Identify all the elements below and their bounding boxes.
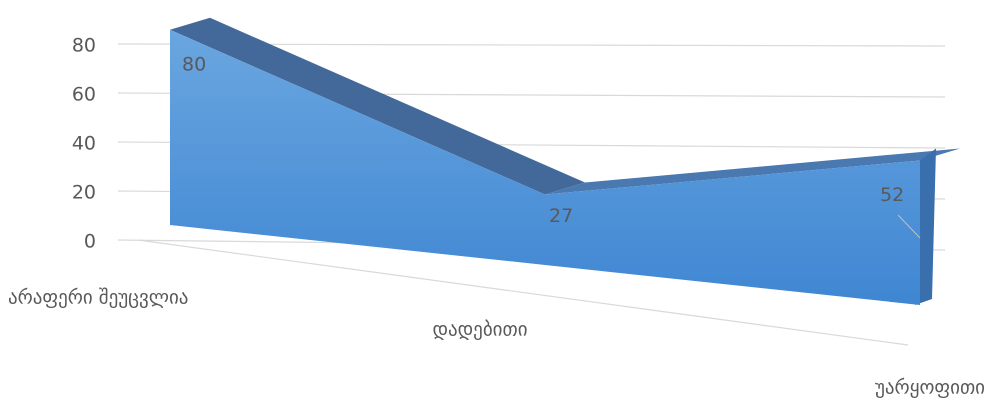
x-axis	[137, 239, 909, 346]
area-side	[915, 148, 936, 305]
y-tick-label: 40	[72, 133, 96, 155]
data-label: 27	[549, 205, 573, 227]
y-tick-label: 60	[72, 84, 96, 106]
data-label: 52	[880, 184, 904, 206]
area	[170, 29, 920, 306]
leader-line	[897, 214, 921, 239]
x-tick-label: უარყოფითი	[875, 377, 985, 399]
y-tick-label: 20	[72, 182, 96, 204]
data-label: 80	[182, 53, 206, 75]
marks: 80 27 52	[170, 17, 960, 306]
x-tick-label: არაფერი შეუცვლია	[8, 287, 188, 309]
area-top	[545, 148, 960, 195]
y-tick-label: 80	[72, 35, 96, 57]
y-tick-label: 0	[84, 231, 96, 253]
area-top	[170, 17, 585, 195]
x-tick-label: დადებითი	[432, 319, 527, 341]
